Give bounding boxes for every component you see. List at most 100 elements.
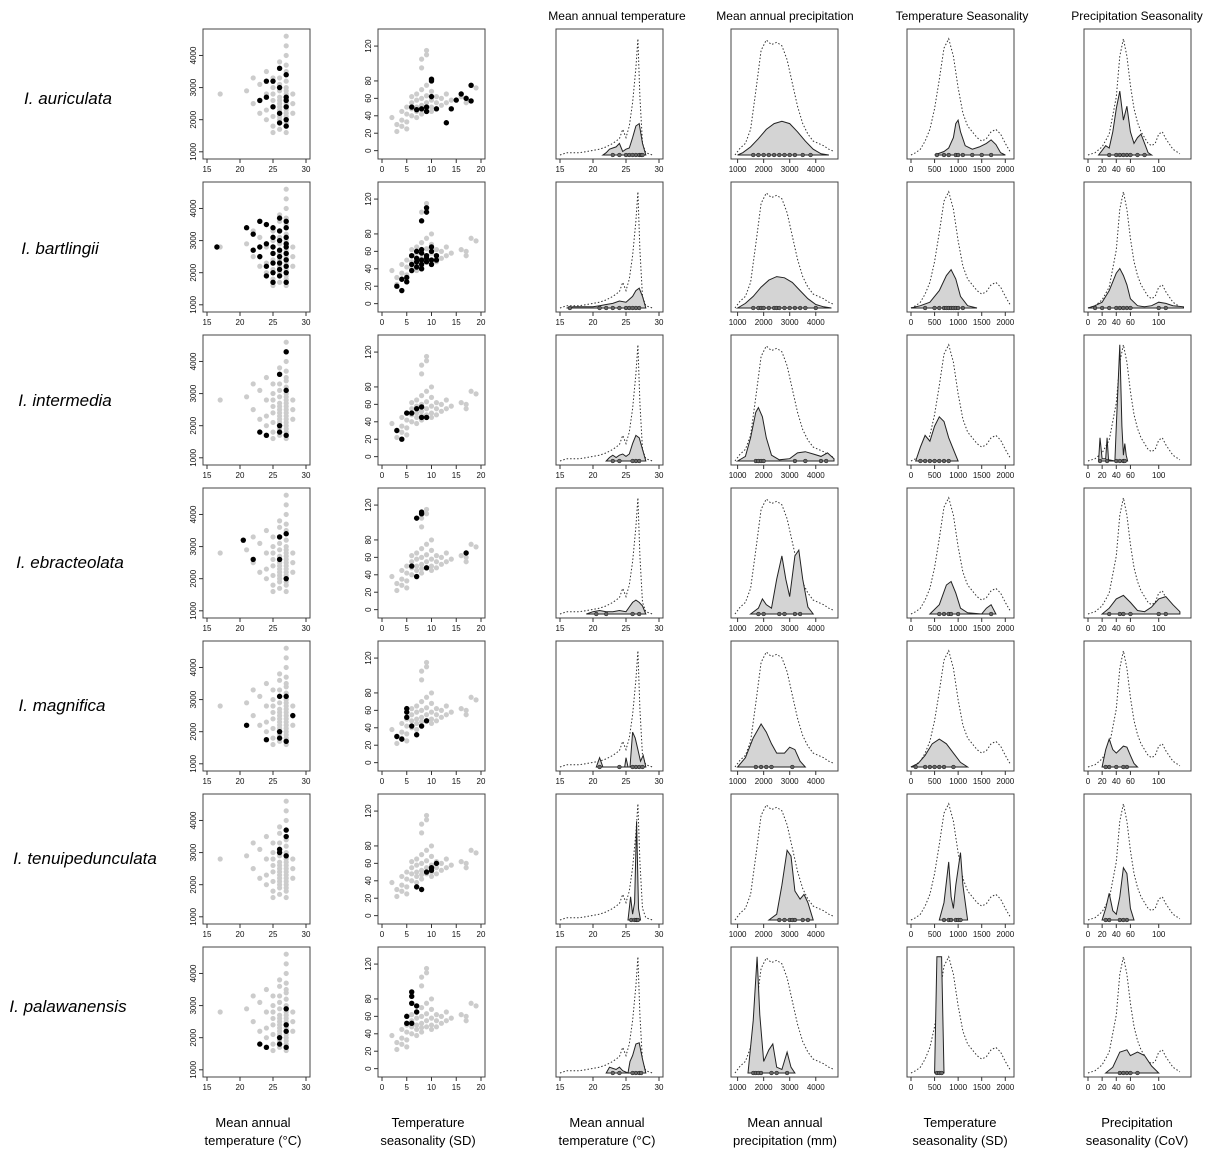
species-point — [423, 253, 430, 259]
rug-point — [941, 611, 947, 617]
rug-point — [756, 611, 761, 617]
rug-point — [777, 917, 782, 923]
background-point — [283, 521, 289, 527]
background-point — [414, 869, 420, 875]
rug-point — [1107, 152, 1112, 158]
species-density-area — [1098, 344, 1129, 462]
background-point — [270, 725, 276, 732]
species-density-area — [915, 415, 959, 462]
background-point — [270, 709, 276, 716]
background-point — [394, 740, 400, 747]
y-tick-label: 80 — [364, 841, 373, 850]
x-tick-label: 1000 — [949, 318, 967, 327]
background-point — [404, 1044, 410, 1050]
background-point — [277, 387, 283, 393]
background-point — [419, 524, 425, 530]
x-tick-label: 0 — [380, 165, 385, 174]
background-point — [419, 546, 425, 552]
species-point — [399, 276, 405, 282]
y-tick-label: 3000 — [189, 843, 198, 861]
x-tick-label: 15 — [556, 318, 565, 327]
background-point — [433, 871, 440, 877]
background-point — [419, 570, 425, 576]
x-tick-label: 25 — [622, 318, 631, 327]
background-point — [423, 559, 430, 565]
background-point — [419, 1005, 425, 1011]
rug-point — [939, 1070, 944, 1076]
species-point — [263, 221, 270, 228]
species-point — [423, 259, 430, 265]
x-tick-label: 1000 — [949, 930, 967, 939]
rug-point — [777, 611, 782, 617]
background-point — [270, 91, 276, 97]
rug-point — [927, 764, 933, 770]
background-point — [250, 407, 256, 413]
background-point — [283, 547, 289, 553]
background-point — [257, 846, 263, 852]
x-tick-label: 100 — [1152, 624, 1166, 633]
x-tick-label: 15 — [556, 165, 565, 174]
background-point — [438, 554, 444, 560]
rug-point — [948, 917, 954, 923]
background-point — [419, 974, 425, 980]
x-tick-label: 30 — [655, 624, 664, 633]
background-point — [419, 515, 425, 521]
species-point — [423, 565, 430, 571]
background-point — [277, 999, 283, 1005]
background-point — [263, 117, 269, 123]
background-point — [399, 123, 405, 129]
y-tick-label: 40 — [364, 1029, 373, 1038]
background-point — [250, 381, 256, 387]
background-point — [433, 1018, 440, 1024]
background-point — [428, 104, 435, 110]
background-point — [263, 527, 269, 534]
x-tick-label: 1000 — [729, 777, 747, 786]
column-title-temperature-seasonality: Temperature Seasonality — [896, 9, 1029, 23]
background-point — [423, 93, 430, 99]
species-point — [276, 422, 283, 429]
species-point — [418, 404, 425, 410]
x-tick-label: 2000 — [996, 1083, 1014, 1092]
panel-col6-row7: 0 20 40 60 100 — [1083, 946, 1192, 1092]
x-tick-label: 3000 — [781, 471, 799, 480]
species-point — [257, 253, 263, 260]
species-point — [418, 511, 425, 517]
background-point — [290, 866, 296, 872]
panel-col4-row2: 1000 2000 3000 4000 — [729, 181, 839, 327]
background-point — [257, 722, 263, 728]
rug-point — [761, 152, 766, 158]
background-point — [250, 993, 256, 999]
species-point — [413, 264, 420, 270]
x-tick-label: 20 — [589, 471, 598, 480]
rug-point — [1121, 917, 1126, 923]
rug-point — [792, 917, 798, 923]
background-point — [290, 397, 296, 403]
x-tick-label: 30 — [655, 777, 664, 786]
x-tick-label: 1500 — [973, 318, 991, 327]
background-point — [270, 687, 276, 693]
y-tick-label: 40 — [364, 417, 373, 426]
background-density-line — [910, 802, 1011, 921]
species-point — [276, 371, 283, 378]
rug-point — [1117, 917, 1122, 923]
background-point — [473, 238, 479, 244]
background-point — [423, 511, 430, 517]
y-tick-label: 1000 — [189, 907, 198, 925]
background-point — [277, 59, 283, 65]
background-point — [419, 668, 425, 674]
x-tick-label: 0 — [909, 471, 914, 480]
background-point — [463, 1018, 469, 1024]
rug-point — [937, 458, 942, 464]
y-tick-label: 40 — [364, 876, 373, 885]
background-point — [290, 569, 296, 575]
x-tick-label: 4000 — [807, 930, 825, 939]
background-point — [438, 248, 444, 254]
background-point — [217, 1009, 223, 1015]
background-point — [414, 550, 420, 556]
species-point — [463, 550, 469, 556]
panel-frame — [1083, 334, 1192, 466]
background-point — [270, 1002, 276, 1009]
species-point — [283, 575, 289, 582]
species-point — [428, 93, 435, 100]
rug-point — [1156, 305, 1161, 311]
